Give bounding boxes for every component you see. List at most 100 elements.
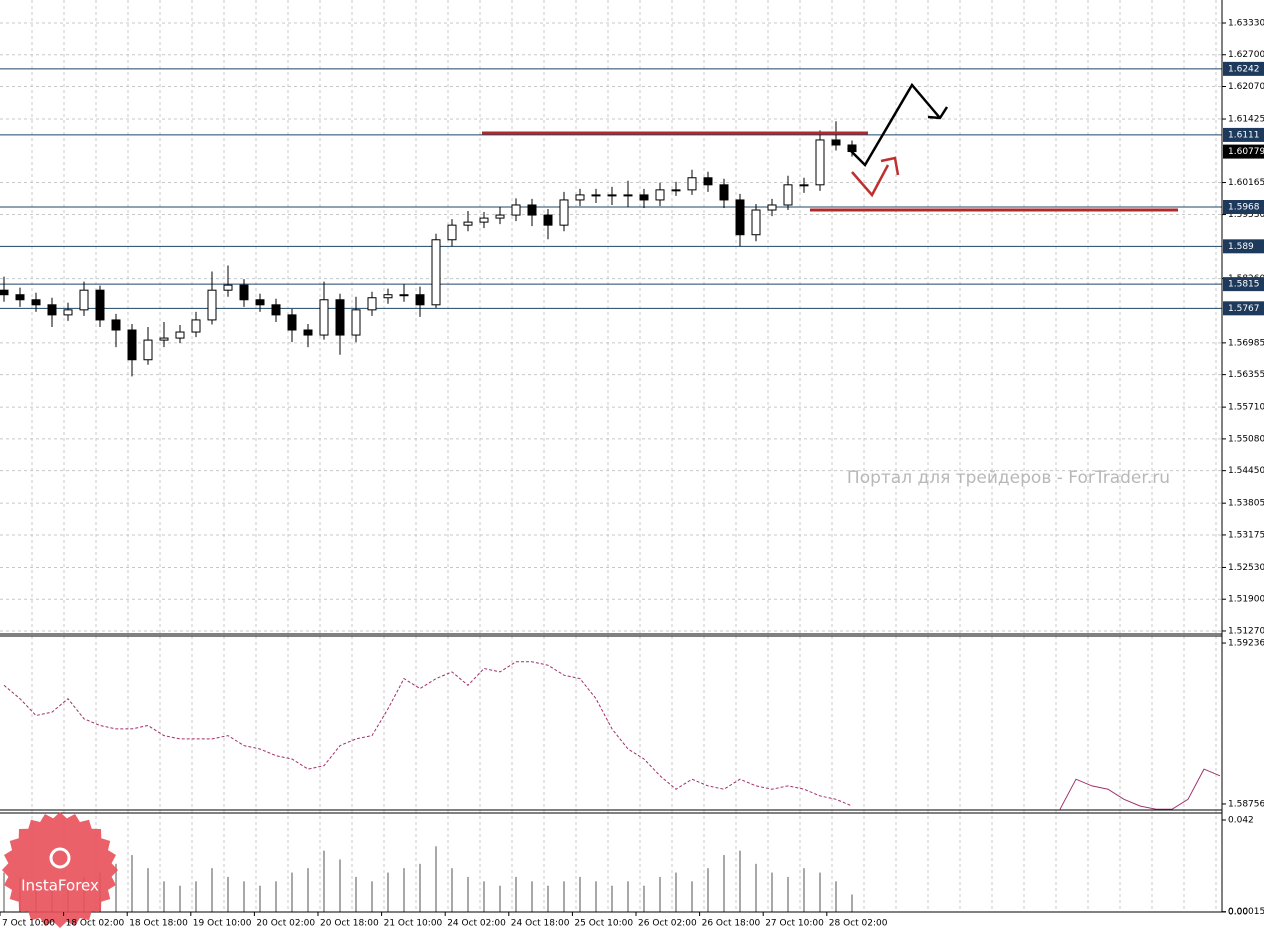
x-tick-label: 7 Oct 10:00 (2, 919, 55, 929)
candle-body (319, 299, 329, 336)
candle-body (143, 339, 153, 361)
candle-body (335, 299, 345, 336)
candle-body (511, 204, 521, 216)
volume-bar (771, 872, 773, 912)
level-label: 1.589 (1228, 242, 1254, 252)
volume-bar (819, 872, 821, 912)
candle-body (383, 294, 393, 299)
volume-bar (643, 885, 645, 912)
x-tick-label: 26 Oct 18:00 (702, 919, 761, 929)
volume-bar (787, 876, 789, 912)
x-tick-label: 24 Oct 18:00 (511, 919, 570, 929)
y-tick-label: 1.51270 (1228, 626, 1264, 636)
x-tick-label: 20 Oct 02:00 (256, 919, 315, 929)
axis-layer: 1.63330 1.62700 1.62070 1.61425 1.60165 1.595… (0, 18, 1264, 929)
volume-bar (435, 846, 437, 912)
candle-body (767, 204, 777, 211)
candle-body (495, 214, 505, 219)
level-label: 1.5767 (1228, 304, 1260, 314)
volume-bar (339, 859, 341, 912)
y-tick-label: 1.56985 (1228, 338, 1264, 348)
candle-body (687, 177, 697, 191)
x-tick-label: 20 Oct 18:00 (320, 919, 379, 929)
level-label-box (1223, 199, 1264, 214)
y-tick-label: 1.54450 (1228, 466, 1264, 476)
volume-bar (851, 894, 853, 912)
level-label: 1.5968 (1228, 202, 1260, 212)
y-tick-label: 1.51900 (1228, 595, 1264, 605)
candle-body (655, 189, 665, 201)
volume-bar (131, 855, 133, 912)
x-tick-label: 26 Oct 02:00 (638, 919, 697, 929)
level-label-box (1223, 301, 1264, 316)
volume-bar (595, 881, 597, 912)
volume-bar (419, 863, 421, 912)
volume-bar (803, 868, 805, 912)
volume-bar (307, 868, 309, 912)
candle-body (127, 329, 137, 361)
candle-body (47, 304, 57, 316)
y-tick-label: 1.53175 (1228, 530, 1264, 540)
candle-body (703, 177, 713, 186)
volume-bar (835, 881, 837, 912)
y-tick-label: 1.59530 (1228, 210, 1264, 220)
candle-body (719, 184, 729, 201)
level-label-box (1223, 127, 1264, 142)
candle-body (735, 199, 745, 236)
candle-body (351, 309, 361, 336)
indicator-line (3, 661, 853, 807)
candle-body (527, 204, 537, 216)
logo-icon (49, 847, 71, 869)
volume-bar (179, 885, 181, 912)
logo-badge (2, 812, 118, 928)
volume-bar (579, 876, 581, 912)
y-tick-label: 1.58756 (1228, 799, 1264, 809)
volume-bar (531, 881, 533, 912)
candle-body (639, 194, 649, 201)
candle-body (191, 319, 201, 333)
volume-bar (515, 876, 517, 912)
volume-bar (115, 863, 117, 912)
volume-bar (355, 876, 357, 912)
y-tick-label: 1.56355 (1228, 370, 1264, 380)
volume-bar (243, 881, 245, 912)
candle-body (623, 194, 633, 197)
candle-body (111, 319, 121, 331)
x-tick-label: 19 Oct 10:00 (193, 919, 252, 929)
candle-body (783, 184, 793, 206)
candle-body (271, 304, 281, 316)
volume-bar (227, 876, 229, 912)
volume-bar (563, 881, 565, 912)
level-label-box (1223, 277, 1264, 292)
x-tick-label: 21 Oct 10:00 (384, 919, 443, 929)
candle-body (415, 294, 425, 306)
y-tick-label: 1.62070 (1228, 82, 1264, 92)
candle-body (559, 199, 569, 226)
candle-body (815, 139, 825, 186)
candle-body (543, 214, 553, 226)
y-tick-label: 0.00 (1228, 908, 1248, 918)
volume-bar (707, 868, 709, 912)
volume-bar (659, 876, 661, 912)
candle-body (831, 139, 841, 146)
volume-bar (323, 850, 325, 912)
y-tick-label: 1.59236 (1228, 639, 1264, 649)
y-tick-label: 1.52530 (1228, 563, 1264, 573)
volume-bar (483, 881, 485, 912)
volume-bar (547, 885, 549, 912)
candle-body (223, 284, 233, 291)
candle-body (239, 284, 249, 301)
y-tick-label: 1.62700 (1228, 50, 1264, 60)
vertical-grid (31, 0, 1217, 912)
y-tick-label: 0.000156 (1228, 907, 1264, 917)
volume-bar (147, 868, 149, 912)
volume-bar (467, 876, 469, 912)
forecast-arrow-head (927, 106, 949, 120)
y-tick-label: 1.53805 (1228, 499, 1264, 509)
candle-body (399, 294, 409, 297)
logo-text: InstaForex (21, 877, 99, 895)
y-tick-label: 1.55710 (1228, 403, 1264, 413)
x-tick-label: 27 Oct 10:00 (765, 919, 824, 929)
forecast-arrow (847, 82, 941, 168)
